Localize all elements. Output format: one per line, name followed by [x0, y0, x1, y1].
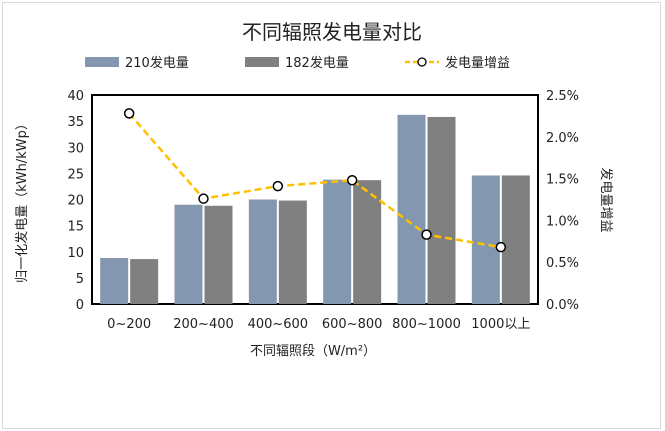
gain-line — [128, 112, 502, 249]
bar-182 — [278, 200, 307, 304]
y-tick-label: 15 — [67, 220, 84, 235]
y-tick-label: 35 — [67, 115, 84, 130]
y2-tick-label: 0.0% — [546, 298, 579, 313]
bar-182 — [501, 175, 530, 304]
x-tick-label: 0~200 — [107, 317, 151, 332]
x-tick-label: 1000以上 — [471, 317, 530, 332]
legend-label: 182发电量 — [285, 55, 349, 71]
x-tick-label: 600~800 — [322, 317, 383, 332]
x-tick-label: 800~1000 — [392, 317, 461, 332]
bar-210 — [248, 199, 277, 304]
y-tick-label: 25 — [67, 167, 84, 182]
y-tick-label: 10 — [67, 246, 84, 261]
plot-area — [91, 94, 539, 305]
y2-tick-label: 1.0% — [546, 214, 579, 229]
legend-swatch — [245, 57, 279, 67]
bar-210 — [471, 175, 500, 304]
x-axis-label: 不同辐照段（W/m²） — [250, 344, 376, 359]
y-tick-label: 5 — [76, 272, 84, 287]
gain-point — [198, 193, 209, 204]
y2-tick-label: 0.5% — [546, 256, 579, 271]
y2-axis-label: 发电量增益 — [598, 167, 614, 232]
y-tick-label: 30 — [67, 141, 84, 156]
bar-182 — [353, 180, 382, 304]
y-axis-label: 归一化发电量（kWh/kWp） — [14, 117, 30, 283]
gain-point — [421, 229, 432, 240]
y2-tick-label: 2.0% — [546, 131, 579, 146]
bar-182 — [130, 259, 159, 304]
y-tick-label: 20 — [67, 194, 84, 209]
bar-210 — [323, 179, 352, 304]
legend-swatch — [85, 57, 119, 67]
legend-marker — [417, 57, 427, 67]
y-tick-label: 40 — [67, 89, 84, 104]
gain-point — [346, 175, 358, 186]
gain-point — [495, 241, 507, 253]
gain-point — [123, 108, 135, 119]
y-tick-label: 0 — [76, 298, 84, 313]
bar-182 — [427, 116, 456, 304]
y2-tick-label: 1.5% — [546, 173, 579, 188]
x-tick-label: 200~400 — [173, 317, 234, 332]
x-tick-label: 400~600 — [248, 317, 309, 332]
legend-label: 发电量增益 — [445, 55, 510, 71]
legend-label: 210发电量 — [125, 55, 189, 71]
legend: 210发电量 182发电量 发电量增益 — [85, 55, 510, 71]
bar-182 — [204, 205, 233, 304]
gain-point — [272, 180, 284, 192]
y2-tick-label: 2.5% — [546, 89, 579, 104]
bar-210 — [100, 258, 129, 304]
bar-210 — [397, 114, 426, 304]
bar-210 — [174, 204, 203, 304]
chart-title: 不同辐照发电量对比 — [242, 20, 422, 44]
